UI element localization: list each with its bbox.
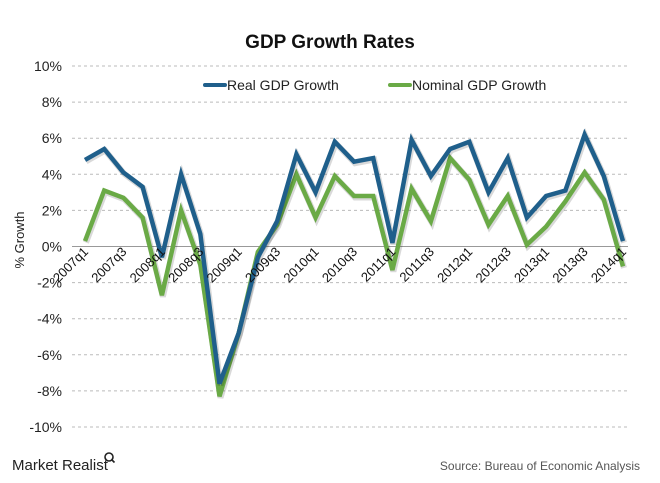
x-axis-ticks: 2007q12007q32008q12008q32009q12009q32010… bbox=[50, 244, 629, 285]
legend: Real GDP Growth Nominal GDP Growth bbox=[203, 77, 546, 93]
y-tick-label: 4% bbox=[42, 166, 62, 182]
x-tick-label: 2010q1 bbox=[280, 244, 321, 285]
x-tick-label: 2010q3 bbox=[319, 244, 360, 285]
x-tick-label: 2013q1 bbox=[511, 244, 552, 285]
y-tick-label: -10% bbox=[29, 419, 62, 435]
x-tick-label: 2012q1 bbox=[434, 244, 475, 285]
x-tick-label: 2009q1 bbox=[204, 244, 245, 285]
x-tick-label: 2012q3 bbox=[473, 244, 514, 285]
y-tick-label: 6% bbox=[42, 130, 62, 146]
magnifier-icon bbox=[104, 452, 116, 464]
real-gdp-line bbox=[83, 128, 626, 385]
x-tick-label: 2013q3 bbox=[549, 244, 590, 285]
x-tick-label: 2011q3 bbox=[396, 244, 437, 285]
x-tick-label: 2007q3 bbox=[88, 244, 129, 285]
y-tick-label: -8% bbox=[37, 383, 62, 399]
x-tick-label: 2008q1 bbox=[127, 244, 168, 285]
nominal-gdp-line bbox=[82, 153, 626, 397]
source-note: Source: Bureau of Economic Analysis bbox=[440, 459, 640, 473]
y-tick-label: 10% bbox=[34, 58, 62, 74]
y-tick-label: 8% bbox=[42, 94, 62, 110]
chart-title: GDP Growth Rates bbox=[245, 32, 415, 53]
brand-name: Market Realist bbox=[12, 457, 109, 474]
legend-label: Nominal GDP Growth bbox=[412, 77, 546, 93]
y-tick-label: 2% bbox=[42, 202, 62, 218]
y-tick-label: -2% bbox=[37, 275, 62, 291]
brand-logo: Market Realist bbox=[12, 452, 116, 474]
y-axis-ticks: 10% 8% 6% 4% 2% 0% -2% -4% -6% -8% -10% bbox=[29, 58, 62, 435]
legend-label: Real GDP Growth bbox=[227, 77, 339, 93]
y-tick-label: -4% bbox=[37, 311, 62, 327]
y-axis-label: % Growth bbox=[12, 211, 27, 268]
y-tick-label: 0% bbox=[42, 239, 62, 255]
series-lines bbox=[82, 128, 627, 399]
y-tick-label: -6% bbox=[37, 347, 62, 363]
